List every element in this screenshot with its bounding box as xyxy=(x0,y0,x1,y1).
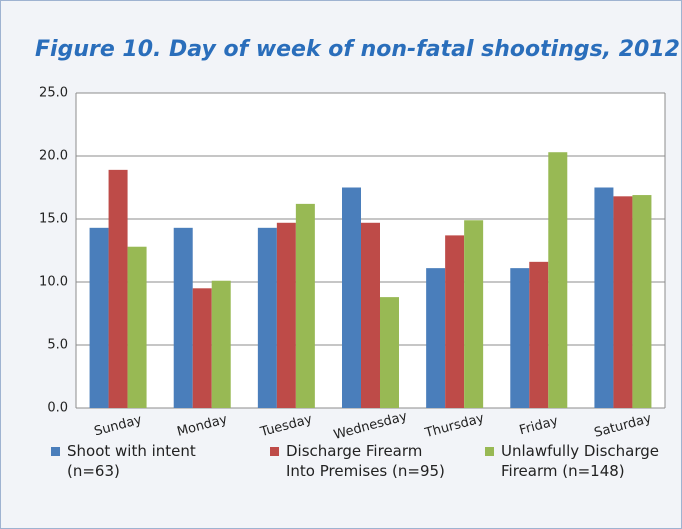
legend-item: Discharge Firearm Into Premises (n=95) xyxy=(270,441,456,481)
bar xyxy=(211,280,231,408)
bar xyxy=(257,227,277,408)
bar xyxy=(426,268,446,408)
legend-swatch xyxy=(485,447,494,456)
bar xyxy=(108,169,128,408)
bar xyxy=(192,288,212,408)
bar xyxy=(276,222,296,408)
y-tick-label: 0.0 xyxy=(47,401,68,416)
bar xyxy=(445,235,465,408)
y-tick-label: 15.0 xyxy=(39,212,68,227)
y-tick-label: 20.0 xyxy=(39,149,68,164)
y-tick-label: 5.0 xyxy=(47,338,68,353)
y-tick-label: 25.0 xyxy=(39,86,68,101)
bar xyxy=(464,220,484,408)
legend-label: Discharge Firearm Into Premises (n=95) xyxy=(286,442,445,480)
x-tick-label: Monday xyxy=(175,412,229,440)
bar xyxy=(548,152,568,408)
bar xyxy=(613,196,633,408)
bar xyxy=(529,261,549,408)
bar xyxy=(632,195,652,408)
legend-swatch xyxy=(51,447,60,456)
y-tick-label: 10.0 xyxy=(39,275,68,290)
x-tick-label: Friday xyxy=(518,414,560,439)
bar xyxy=(173,227,193,408)
bar xyxy=(380,297,399,408)
bar xyxy=(510,268,530,408)
x-tick-label: Wednesday xyxy=(332,409,409,443)
bar xyxy=(89,227,109,408)
bar xyxy=(127,246,147,408)
bar xyxy=(594,187,614,408)
bar xyxy=(295,203,315,408)
chart-title: Figure 10. Day of week of non-fatal shoo… xyxy=(35,37,680,62)
x-tick-label: Sunday xyxy=(93,412,144,439)
bar xyxy=(342,187,361,408)
x-tick-label: Saturday xyxy=(593,411,654,441)
bar xyxy=(361,222,380,408)
legend-swatch xyxy=(270,447,279,456)
legend-label: Unlawfully Discharge Firearm (n=148) xyxy=(501,442,660,480)
legend-item: Shoot with intent (n=63) xyxy=(51,441,217,481)
legend-item: Unlawfully Discharge Firearm (n=148) xyxy=(485,441,681,481)
legend-label: Shoot with intent (n=63) xyxy=(67,442,196,480)
x-tick-label: Thursday xyxy=(423,411,487,441)
x-tick-label: Tuesday xyxy=(258,412,314,441)
